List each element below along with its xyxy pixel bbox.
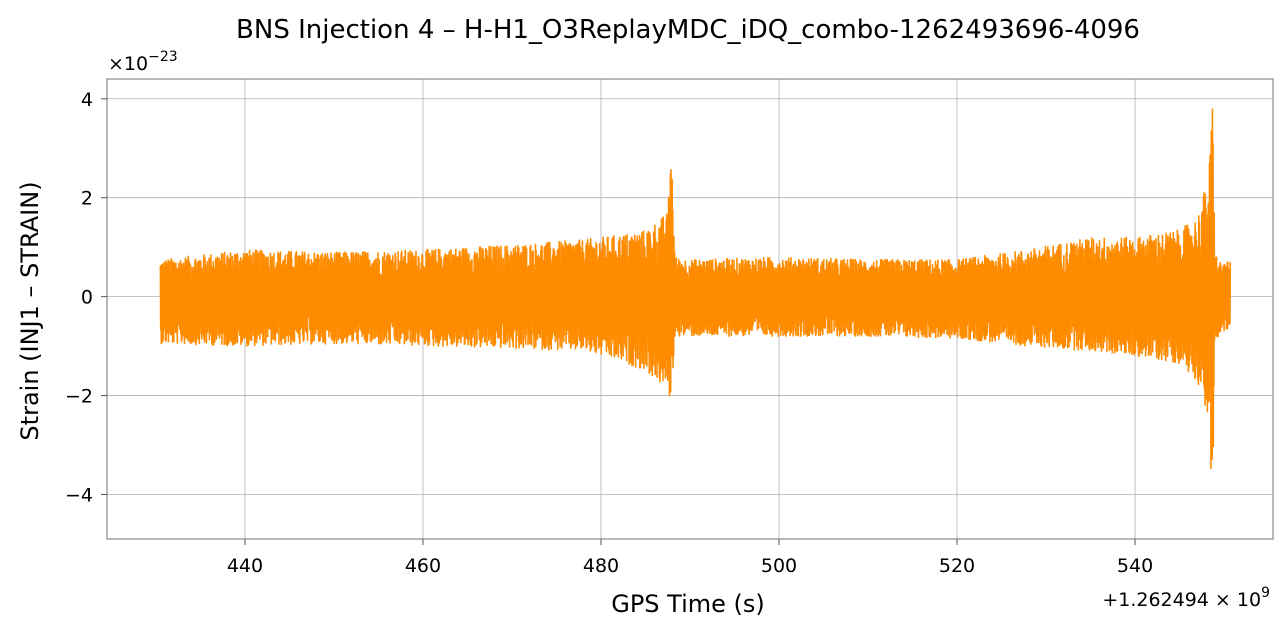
y-tick-label: 0 xyxy=(81,287,93,309)
x-tick-label: 480 xyxy=(583,555,619,577)
x-tick-label: 460 xyxy=(405,555,441,577)
y-tick-label: −4 xyxy=(65,484,93,506)
x-offset-label: +1.262494 × 109 xyxy=(1102,585,1270,611)
y-tick-label: −2 xyxy=(65,386,93,408)
y-tick-label: 2 xyxy=(81,188,93,210)
x-tick-label: 520 xyxy=(939,555,975,577)
chart-title: BNS Injection 4 – H-H1_O3ReplayMDC_iDQ_c… xyxy=(236,15,1140,45)
x-tick-label: 440 xyxy=(227,555,263,577)
y-scale-factor: ×10−23 xyxy=(108,49,178,75)
x-tick-label: 540 xyxy=(1117,555,1153,577)
plot-area xyxy=(159,108,1232,470)
strain-series-line xyxy=(159,108,1232,470)
y-tick-label: 4 xyxy=(81,89,93,111)
x-tick-label: 500 xyxy=(761,555,797,577)
axes-frame xyxy=(106,78,1274,540)
x-axis-label: GPS Time (s) xyxy=(611,590,765,618)
axis-ticks: 440 460 480 500 520 540 −4 −2 0 2 4 xyxy=(65,89,1153,577)
y-axis-label: Strain (INJ1 – STRAIN) xyxy=(16,181,44,440)
